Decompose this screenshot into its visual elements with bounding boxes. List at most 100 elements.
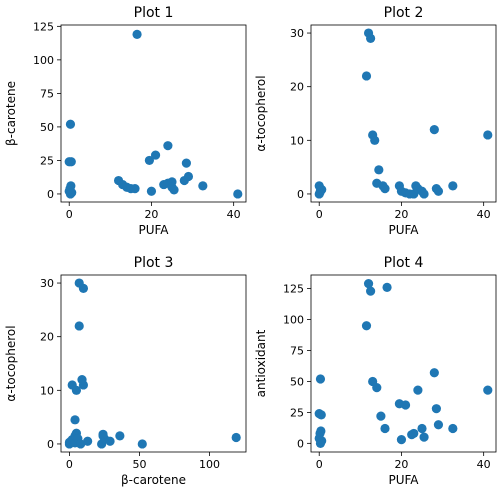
subplot-1: 0 20 40 0 25 50 75 100 125 Plot 1 PUFA β-carotene <box>4 5 247 237</box>
x-tick-label: 40 <box>227 208 241 221</box>
x-tick-label: 40 <box>477 208 491 221</box>
subplot-3: 0 50 100 0 10 20 30 Plot 3 β-carotene α-tocophero… <box>4 255 247 487</box>
x-tick-label: 0 <box>66 208 73 221</box>
subplot-title: Plot 2 <box>384 5 424 21</box>
scatter-point <box>370 135 380 145</box>
subplot-title: Plot 1 <box>134 5 174 21</box>
y-tick-label: 20 <box>290 81 304 94</box>
scatter-point <box>448 423 458 434</box>
scatter-point <box>66 157 76 167</box>
scatter-point <box>316 410 326 420</box>
scatter-point <box>314 189 324 199</box>
scatter-point <box>70 415 80 425</box>
scatter-point <box>65 189 76 199</box>
scatter-point <box>105 436 115 446</box>
scatter-point <box>137 439 147 449</box>
x-tick-label: 0 <box>66 458 73 471</box>
scatter-point <box>77 374 87 385</box>
x-axis-label: PUFA <box>388 473 419 487</box>
scatter-point <box>144 155 154 166</box>
x-tick-label: 40 <box>477 458 491 471</box>
axes-frame <box>310 24 497 203</box>
scatter-point <box>448 181 458 191</box>
subplot-title: Plot 3 <box>134 255 174 271</box>
scatter-point <box>419 432 429 442</box>
x-axis-label: β-carotene <box>121 473 186 487</box>
scatter-point <box>366 286 376 296</box>
scatter-point <box>74 321 84 331</box>
scatter-point <box>380 183 390 194</box>
scatter-point <box>115 431 125 441</box>
scatter-point <box>429 124 439 135</box>
y-tick-label: 10 <box>40 384 54 397</box>
scatter-point <box>372 383 382 393</box>
y-tick-label: 75 <box>40 87 54 100</box>
y-tick-label: 10 <box>290 134 304 147</box>
scatter-point <box>361 71 372 81</box>
scatter-point <box>315 438 326 448</box>
axes-frame <box>310 274 497 453</box>
scatter-point <box>98 429 108 439</box>
scatter-point <box>231 432 241 443</box>
scatter-point <box>376 411 386 421</box>
scatter-point <box>374 165 384 175</box>
y-tick-label: 30 <box>290 27 304 40</box>
scatter-point <box>67 380 77 390</box>
scatter-point <box>363 279 374 289</box>
y-tick-label: 50 <box>290 375 304 388</box>
subplot-2: 0 20 40 0 10 20 30 Plot 2 PUFA α-tocopherol <box>254 5 497 237</box>
scatter-point <box>366 33 376 44</box>
scatter-point <box>382 282 392 292</box>
y-tick-label: 50 <box>40 121 54 134</box>
scatter-point <box>409 428 419 439</box>
subplot-title: Plot 4 <box>384 255 424 271</box>
y-tick-label: 100 <box>283 314 304 327</box>
scatter-point <box>419 189 429 199</box>
scatter-point <box>150 150 161 160</box>
y-tick-label: 125 <box>283 283 304 296</box>
scatter-point <box>400 400 411 410</box>
scatter-point <box>483 385 493 395</box>
scatter-point <box>429 368 439 378</box>
y-tick-label: 0 <box>47 438 54 451</box>
scatter-point <box>130 183 140 194</box>
x-tick-label: 20 <box>394 458 408 471</box>
y-tick-label: 75 <box>290 345 304 358</box>
scatter-point <box>183 171 194 182</box>
x-tick-label: 0 <box>316 458 323 471</box>
x-tick-label: 0 <box>316 208 323 221</box>
y-tick-label: 20 <box>40 331 54 344</box>
scatter-point <box>132 29 142 39</box>
scatter-point <box>396 435 407 445</box>
x-tick-label: 20 <box>394 208 408 221</box>
scatter-point <box>169 185 179 195</box>
scatter-point <box>433 186 444 196</box>
scatter-point <box>198 181 208 191</box>
scatter-point <box>146 186 157 196</box>
scatter-point <box>163 141 173 151</box>
y-tick-label: 0 <box>297 437 304 450</box>
y-axis-label: antioxidant <box>254 329 268 397</box>
y-tick-label: 125 <box>33 20 54 33</box>
scatter-point <box>181 158 191 168</box>
scatter-point <box>233 189 243 199</box>
x-axis-label: PUFA <box>138 223 169 237</box>
y-tick-label: 25 <box>40 154 54 167</box>
y-tick-label: 100 <box>33 54 54 67</box>
axes-frame <box>60 24 247 203</box>
y-tick-label: 0 <box>297 188 304 201</box>
y-axis-label: α-tocopherol <box>254 75 268 151</box>
x-tick-label: 50 <box>132 458 146 471</box>
x-axis-label: PUFA <box>388 223 419 237</box>
x-tick-label: 20 <box>144 208 158 221</box>
scatter-point <box>76 439 86 449</box>
scatter-point <box>380 423 390 434</box>
scatter-point <box>361 321 372 331</box>
y-tick-label: 30 <box>40 277 54 290</box>
scatter-point <box>483 130 493 140</box>
subplot-4: 0 20 40 0 25 50 75 100 125 Plot 4 PUFA antioxidant <box>254 255 497 487</box>
y-tick-label: 25 <box>290 406 304 419</box>
y-axis-label: β-carotene <box>4 81 18 146</box>
